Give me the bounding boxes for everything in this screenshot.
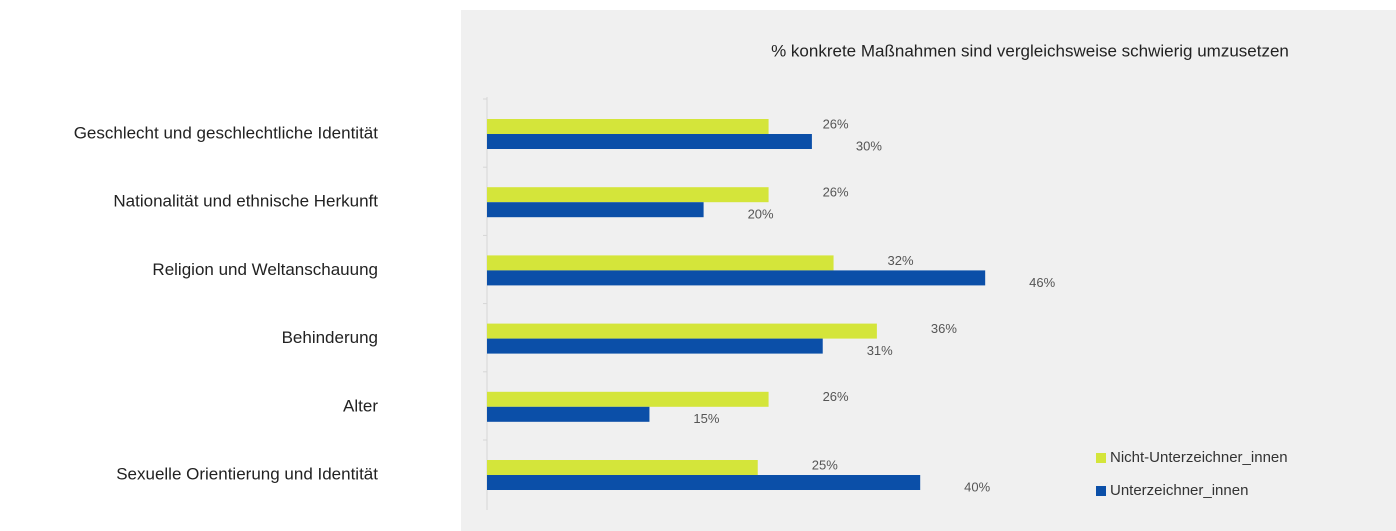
value-label: 26%: [823, 185, 849, 200]
category-label: Nationalität und ethnische Herkunft: [113, 192, 378, 211]
bar: [487, 270, 986, 286]
value-label: 30%: [856, 138, 882, 153]
bar: [487, 134, 812, 149]
value-label: 20%: [748, 207, 774, 222]
legend-swatch: [1096, 486, 1106, 496]
value-label: 25%: [812, 457, 838, 472]
category-label: Sexuelle Orientierung und Identität: [116, 464, 378, 483]
bar: [487, 323, 877, 339]
legend-swatch: [1096, 453, 1106, 463]
bar: [487, 255, 834, 271]
category-label: Religion und Weltanschauung: [152, 260, 378, 279]
bar: [487, 187, 769, 203]
value-label: 32%: [888, 253, 914, 268]
category-label: Geschlecht und geschlechtliche Identität: [74, 123, 379, 142]
bar: [487, 338, 823, 354]
value-label: 40%: [964, 479, 990, 494]
bar: [487, 202, 704, 218]
legend-label: Nicht-Unterzeichner_innen: [1110, 449, 1288, 466]
value-label: 36%: [931, 321, 957, 336]
chart-title: % konkrete Maßnahmen sind vergleichsweis…: [771, 41, 1289, 60]
bar: [487, 475, 921, 490]
value-label: 46%: [1029, 275, 1055, 290]
value-label: 26%: [823, 389, 849, 404]
bar: [487, 391, 769, 407]
category-label: Alter: [343, 396, 378, 415]
bar: [487, 406, 650, 422]
legend-label: Unterzeichner_innen: [1110, 482, 1248, 499]
value-label: 26%: [823, 116, 849, 131]
value-label: 15%: [693, 411, 719, 426]
value-label: 31%: [867, 343, 893, 358]
bar: [487, 119, 769, 134]
bar: [487, 460, 758, 475]
category-label: Behinderung: [282, 328, 378, 347]
